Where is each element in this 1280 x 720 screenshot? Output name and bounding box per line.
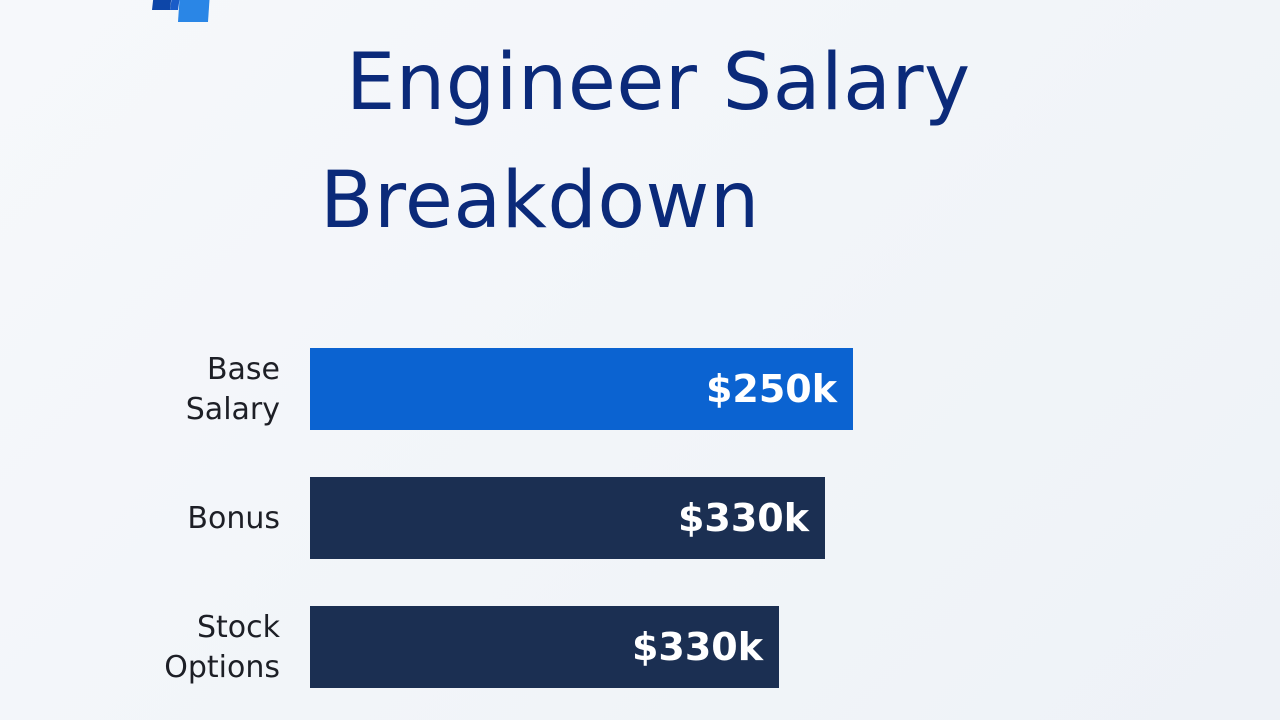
bar-1	[310, 477, 825, 559]
bar-2	[310, 606, 779, 688]
bar-value-label-1: $330k	[678, 496, 810, 540]
bar-value-label-2: $330k	[632, 625, 764, 669]
category-label-1: Bonus	[187, 501, 280, 536]
bar-0	[310, 348, 853, 430]
category-label-2: Stock Options	[164, 610, 280, 685]
chart-title-line-2: Breakdown	[320, 156, 760, 246]
category-label-0: Base Salary	[186, 352, 280, 427]
bar-value-label-0: $250k	[706, 367, 838, 411]
logo-icon	[152, 0, 210, 22]
chart-title-line-1: Engineer Salary	[346, 38, 971, 128]
